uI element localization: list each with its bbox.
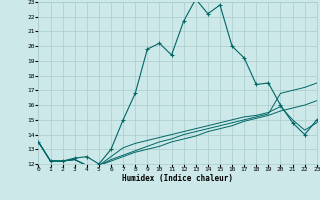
X-axis label: Humidex (Indice chaleur): Humidex (Indice chaleur): [122, 174, 233, 183]
